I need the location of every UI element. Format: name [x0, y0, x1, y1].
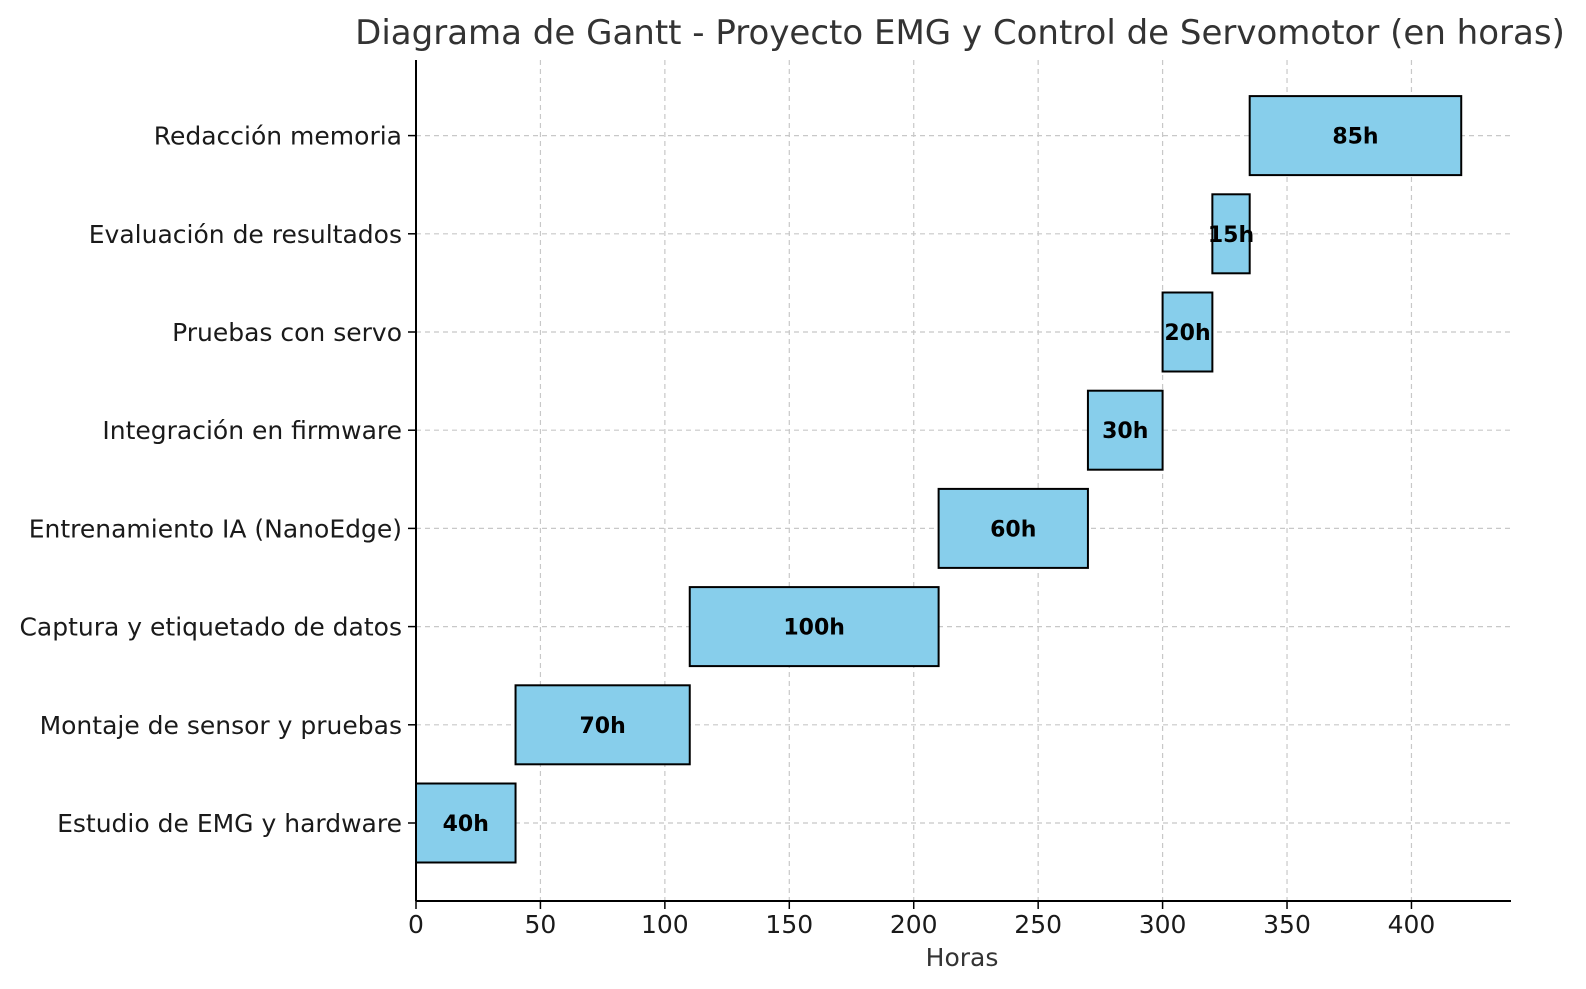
- bar-task-1: [514, 684, 691, 766]
- task-label-4: Integración en firmware: [102, 416, 402, 445]
- task-label-5: Pruebas con servo: [172, 318, 402, 347]
- x-axis-label: Horas: [926, 943, 999, 972]
- x-tick-label-300: 300: [1139, 910, 1187, 939]
- x-tick-label-100: 100: [641, 910, 689, 939]
- bar-value-label-6: 15h: [1208, 223, 1254, 248]
- x-tick-label-0: 0: [408, 910, 424, 939]
- task-label-7: Redacción memoria: [154, 122, 402, 151]
- bar-value-label-2: 100h: [783, 616, 845, 641]
- axes: Estudio de EMG y hardware Montaje de sens…: [19, 60, 1511, 939]
- x-tick-label-350: 350: [1263, 910, 1311, 939]
- x-tick-label-50: 50: [525, 910, 557, 939]
- x-tick-label-150: 150: [765, 910, 813, 939]
- bar-task-2: [688, 586, 940, 668]
- bar-task-6: [1211, 193, 1251, 275]
- bar-value-label-0: 40h: [443, 812, 489, 837]
- x-tick-label-200: 200: [890, 910, 938, 939]
- bars: 40h 70h 100h 60h 30h 20h 15h 85h: [415, 95, 1463, 864]
- bar-task-4: [1086, 389, 1164, 471]
- x-tick-label-250: 250: [1014, 910, 1062, 939]
- bar-value-label-4: 30h: [1102, 419, 1148, 444]
- bar-task-7: [1248, 95, 1463, 177]
- grid-lines: [416, 60, 1511, 901]
- x-tick-label-400: 400: [1388, 910, 1436, 939]
- task-label-0: Estudio de EMG y hardware: [57, 809, 402, 838]
- bar-value-label-1: 70h: [580, 714, 626, 739]
- bar-value-label-7: 85h: [1332, 125, 1378, 150]
- bar-task-3: [937, 487, 1089, 569]
- task-label-3: Entrenamiento IA (NanoEdge): [29, 514, 402, 543]
- task-label-6: Evaluación de resultados: [89, 220, 402, 249]
- task-label-2: Captura y etiquetado de datos: [19, 613, 402, 642]
- bar-value-label-3: 60h: [990, 517, 1036, 542]
- bar-task-5: [1161, 291, 1214, 373]
- bar-value-label-5: 20h: [1164, 321, 1210, 346]
- chart-title: Diagrama de Gantt - Proyecto EMG y Contr…: [355, 13, 1565, 53]
- task-label-1: Montaje de sensor y pruebas: [40, 711, 402, 740]
- bar-task-0: [415, 782, 517, 864]
